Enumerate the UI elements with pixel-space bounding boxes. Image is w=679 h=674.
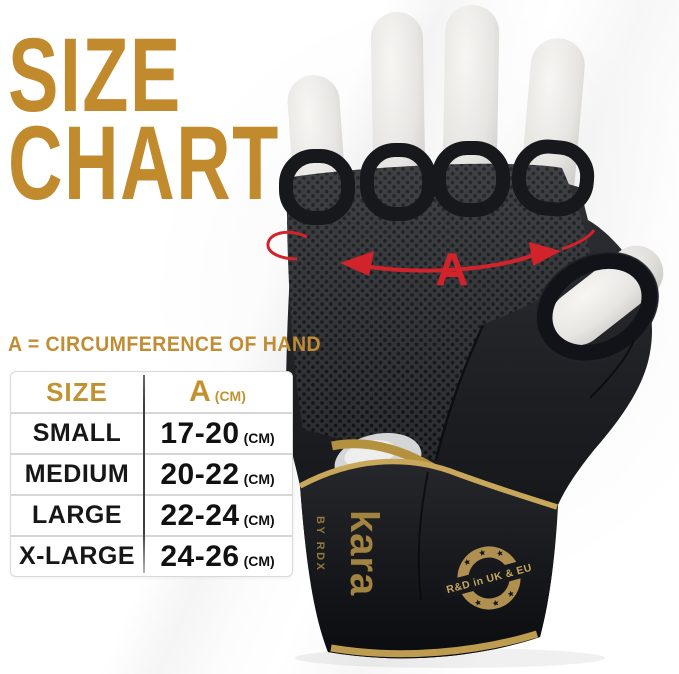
size-value: 20-22 [160,457,240,491]
size-unit: (CM) [243,511,275,528]
mesh-sheen [286,163,590,460]
arrow-wrap-right [561,229,596,251]
finger-ring [370,12,426,217]
thumb-collar-highlight [534,251,660,363]
brand-logo: kara [342,510,386,596]
col-header-size: SIZE [46,376,108,407]
circumference-arrow: A [266,229,596,295]
size-label: X-LARGE [19,542,135,570]
size-label: LARGE [32,501,122,529]
size-unit: (CM) [243,429,275,446]
table-row-medium: MEDIUM 20-22 (CM) [11,453,292,494]
cuff-gold-piping-bottom [330,630,539,658]
table-header-row: SIZE A (CM) [11,372,292,412]
badge-band [440,557,538,599]
seam-thenar [434,324,485,461]
size-unit: (CM) [243,470,275,487]
size-label: MEDIUM [24,460,130,488]
arrow-wrap-left [266,230,308,261]
col-header-a: A (CM) [143,375,292,409]
size-value: 17-20 [160,416,240,450]
collar-middle [432,141,510,217]
column-divider [143,375,145,573]
brand-sub-label: BY RDX [314,516,326,572]
size-value: 24-26 [160,539,240,573]
thumb-collar [535,251,659,363]
size-chart-table: SIZE A (CM) SMALL 17-20 (CM) MEDIUM 20-2… [10,371,293,577]
arrowhead-right [529,242,561,266]
collar-index [511,139,595,217]
seam-cuff [417,471,429,601]
seam-thumb-pad [589,339,635,399]
seams [417,324,635,601]
table-row-xlarge: X-LARGE 24-26 (CM) [11,535,292,576]
collar-pinky [279,149,355,225]
col-header-a-unit: (CM) [214,388,246,404]
title-line-2: CHART [8,105,280,222]
finger-collars [279,139,595,225]
measure-a-label: A [435,243,468,295]
size-unit: (CM) [243,552,275,569]
page-title: SIZE CHART [8,17,280,222]
col-header-a-label: A [189,375,211,408]
cuff-gold-piping-top [298,458,558,510]
size-value: 22-24 [160,498,240,532]
table-row-small: SMALL 17-20 (CM) [11,412,292,453]
measurement-legend: A = CIRCUMFERENCE OF HAND [8,333,322,356]
size-label: SMALL [32,419,122,447]
finger-middle [442,5,500,212]
title-line-1: SIZE [8,17,182,134]
collar-ring [360,143,436,221]
table-row-large: LARGE 22-24 (CM) [11,494,292,535]
arrowhead-left [340,251,374,276]
